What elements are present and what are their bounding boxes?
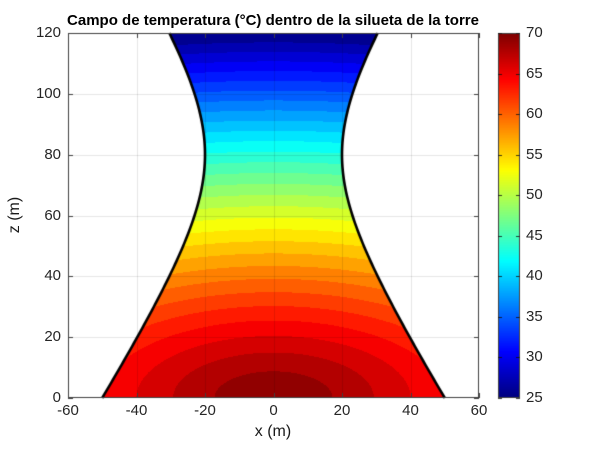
x-tick-label: 40 <box>402 402 419 419</box>
colorbar-tick-label: 60 <box>526 105 543 123</box>
colorbar-tick-label: 70 <box>526 24 543 41</box>
x-tick-label: 0 <box>269 402 278 419</box>
chart-title: Campo de temperatura (°C) dentro de la s… <box>67 12 479 29</box>
x-tick-label: 20 <box>333 402 351 419</box>
colorbar-tick-label: 25 <box>526 389 543 406</box>
y-tick-label: 100 <box>35 84 61 102</box>
x-tick-label: -20 <box>194 402 216 419</box>
colorbar-tick-label: 30 <box>526 348 543 366</box>
y-tick-label: 20 <box>44 328 61 346</box>
colorbar-tick-label: 65 <box>526 64 543 82</box>
y-tick-label: 60 <box>44 206 61 224</box>
x-tick-label: 60 <box>470 402 488 419</box>
colorbar-tick-label: 50 <box>526 186 543 204</box>
colorbar-tick-label: 40 <box>526 267 543 285</box>
colorbar-tick-label: 55 <box>526 145 543 163</box>
x-tick-label: -60 <box>57 402 79 419</box>
y-tick-label: 0 <box>52 389 61 406</box>
colorbar-tick-label: 45 <box>526 226 543 244</box>
y-tick-label: 80 <box>44 145 61 163</box>
y-tick-label: 120 <box>35 24 61 41</box>
x-axis-label: x (m) <box>254 423 292 440</box>
x-tick-label: -40 <box>125 402 148 419</box>
y-tick-label: 40 <box>44 267 61 285</box>
colorbar-tick-label: 35 <box>526 307 543 325</box>
